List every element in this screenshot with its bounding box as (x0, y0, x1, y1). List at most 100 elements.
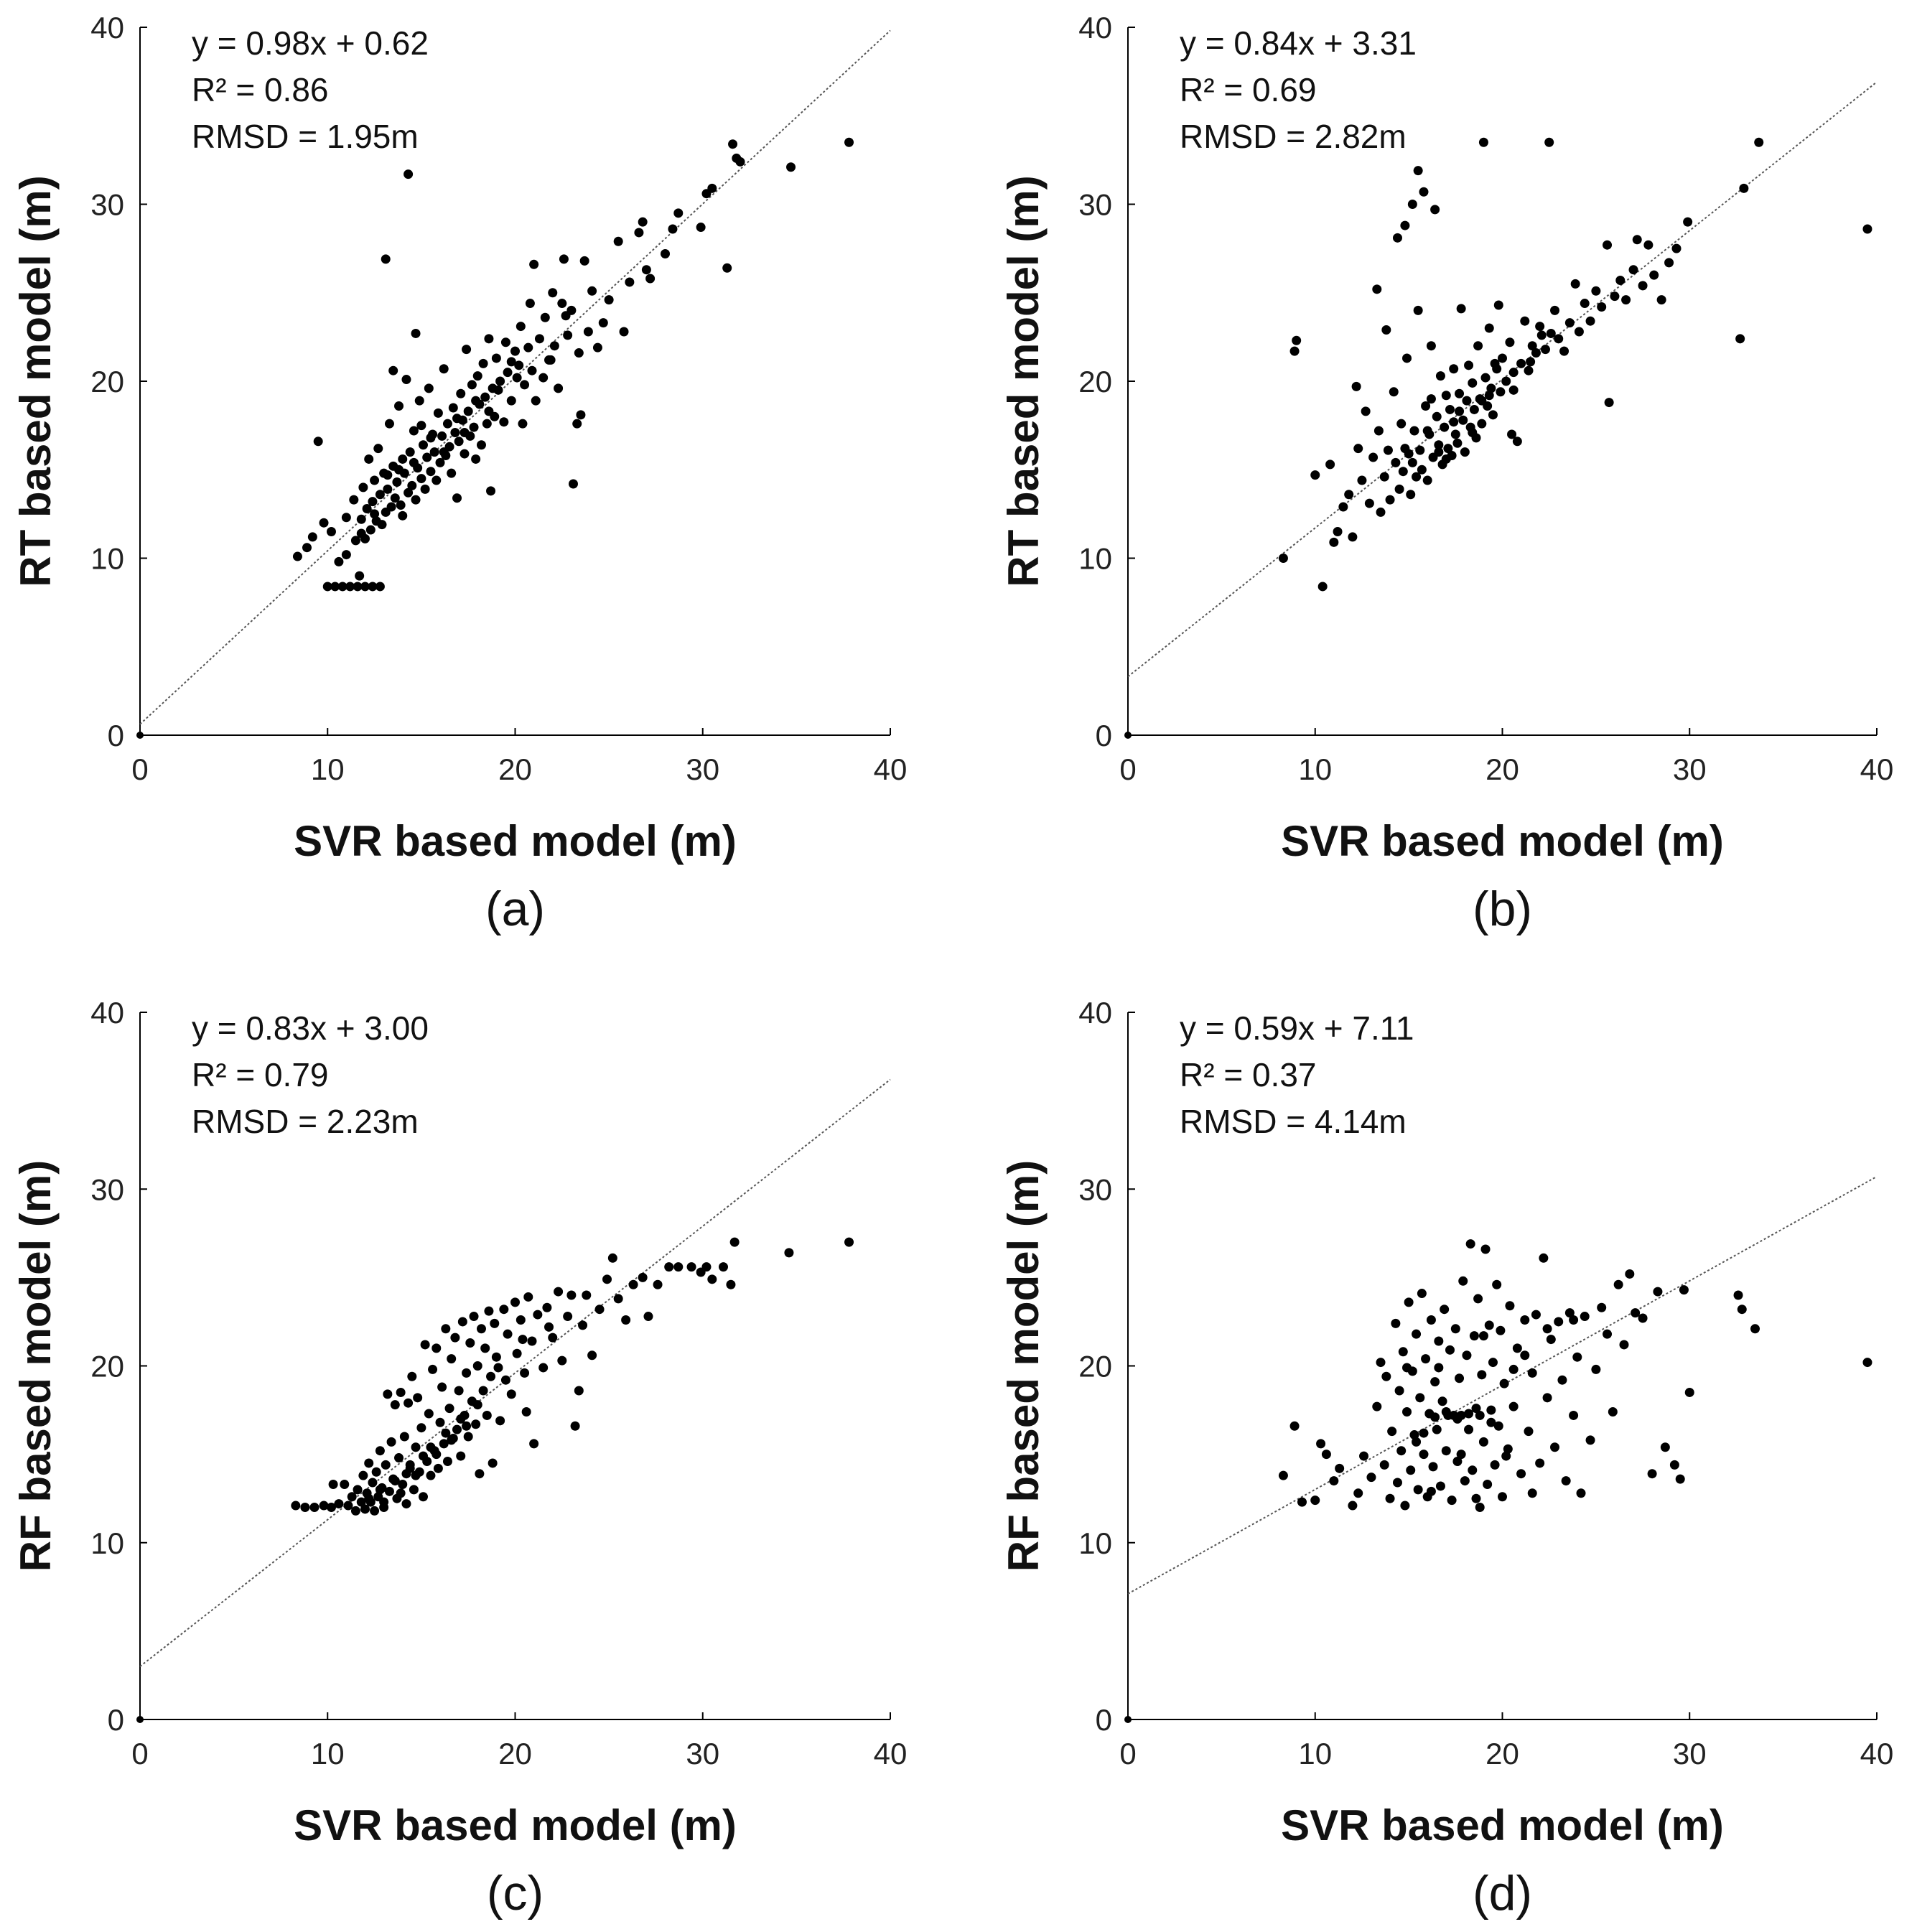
scatter-point (491, 353, 501, 363)
scatter-point (1501, 1451, 1511, 1461)
scatter-point (728, 139, 738, 149)
y-tick-label: 20 (1078, 365, 1112, 398)
scatter-point (1379, 1460, 1389, 1470)
scatter-point (499, 1305, 509, 1315)
scatter-point (619, 327, 629, 337)
x-tick-label: 0 (1119, 752, 1136, 786)
x-tick-label: 0 (131, 752, 148, 786)
scatter-point (587, 286, 597, 296)
y-tick-label: 40 (1078, 11, 1112, 45)
scatter-point (1468, 378, 1478, 388)
scatter-point (1455, 1373, 1465, 1383)
scatter-point (480, 392, 490, 402)
scatter-point (559, 254, 569, 264)
scatter-point (1656, 295, 1666, 305)
scatter-point (554, 383, 564, 393)
scatter-point (1441, 454, 1451, 464)
scatter-point (486, 486, 496, 496)
scatter-point (1417, 1289, 1427, 1299)
scatter-point (424, 1409, 434, 1419)
scatter-point (460, 449, 470, 459)
scatter-point (653, 1279, 663, 1289)
scatter-point (435, 1417, 445, 1427)
scatter-point (1737, 1305, 1747, 1315)
scatter-point (1610, 291, 1620, 302)
scatter-point (1475, 1410, 1485, 1420)
scatter-point (598, 318, 608, 328)
scatter-point (1750, 1324, 1760, 1334)
x-tick-label: 10 (1298, 1737, 1332, 1770)
scatter-point (1419, 1450, 1429, 1460)
scatter-point (350, 1506, 360, 1516)
scatter-point (1385, 1493, 1395, 1503)
scatter-point (433, 408, 443, 418)
y-axis-label: RT based model (m) (999, 175, 1048, 587)
scatter-point (1412, 472, 1422, 482)
scatter-point (1432, 411, 1442, 421)
scatter-point (475, 1469, 485, 1479)
scatter-point (435, 457, 445, 467)
scatter-point (334, 1499, 344, 1509)
scatter-point (1364, 498, 1374, 508)
scatter-point (1580, 299, 1590, 309)
scatter-point (356, 1497, 366, 1507)
scatter-point (1329, 537, 1339, 547)
scatter-point (404, 1398, 414, 1408)
scatter-point (1415, 445, 1425, 455)
scatter-point (1407, 457, 1417, 467)
scatter-point (439, 447, 449, 457)
scatter-point (1441, 391, 1451, 401)
scatter-point (388, 365, 398, 375)
scatter-point (381, 254, 391, 264)
scatter-point (450, 1333, 460, 1343)
y-tick-label: 30 (1078, 188, 1112, 222)
scatter-point (523, 342, 533, 353)
scatter-point (394, 465, 404, 475)
scatter-point (1278, 554, 1288, 563)
x-axis-label: SVR based model (m) (1281, 817, 1724, 865)
scatter-point (1535, 322, 1545, 332)
rmsd: RMSD = 4.14m (1180, 1103, 1407, 1140)
scatter-point (1735, 334, 1745, 344)
scatter-point (707, 1274, 717, 1284)
scatter-point (426, 433, 436, 443)
scatter-point (364, 1458, 374, 1468)
scatter-point (1478, 137, 1488, 147)
scatter-point (437, 1382, 447, 1392)
scatter-point (1508, 1364, 1519, 1374)
x-tick-label: 10 (311, 752, 345, 786)
scatter-point (1292, 335, 1302, 345)
scatter-point (1432, 1424, 1442, 1434)
scatter-point (1754, 137, 1764, 147)
scatter-point (602, 1274, 612, 1284)
scatter-point (362, 503, 372, 513)
scatter-point (416, 1423, 426, 1433)
scatter-point (452, 1424, 462, 1434)
scatter-point (341, 550, 351, 560)
scatter-point (1455, 388, 1465, 398)
scatter-point (544, 1322, 554, 1332)
scatter-point (1387, 1427, 1397, 1437)
scatter-point (1441, 1407, 1451, 1417)
scatter-point (548, 288, 558, 298)
scatter-point (1392, 1478, 1402, 1488)
scatter-point (613, 1294, 623, 1304)
scatter-point (1366, 1473, 1376, 1483)
scatter-point (447, 1435, 457, 1445)
scatter-point (422, 452, 432, 462)
scatter-point (1361, 406, 1371, 416)
scatter-point (503, 368, 513, 378)
scatter-point (341, 513, 351, 523)
scatter-point (1445, 404, 1455, 414)
scatter-point (1398, 1347, 1408, 1357)
scatter-point (467, 380, 477, 390)
scatter-point (786, 162, 796, 172)
scatter-point (1542, 1324, 1552, 1334)
scatter-point (516, 322, 526, 332)
panel-label: (d) (1473, 1866, 1532, 1921)
scatter-point (1462, 396, 1472, 406)
scatter-point (527, 365, 537, 375)
scatter-point (1379, 472, 1389, 482)
scatter-point (529, 1439, 539, 1449)
scatter-point (1572, 1352, 1582, 1362)
